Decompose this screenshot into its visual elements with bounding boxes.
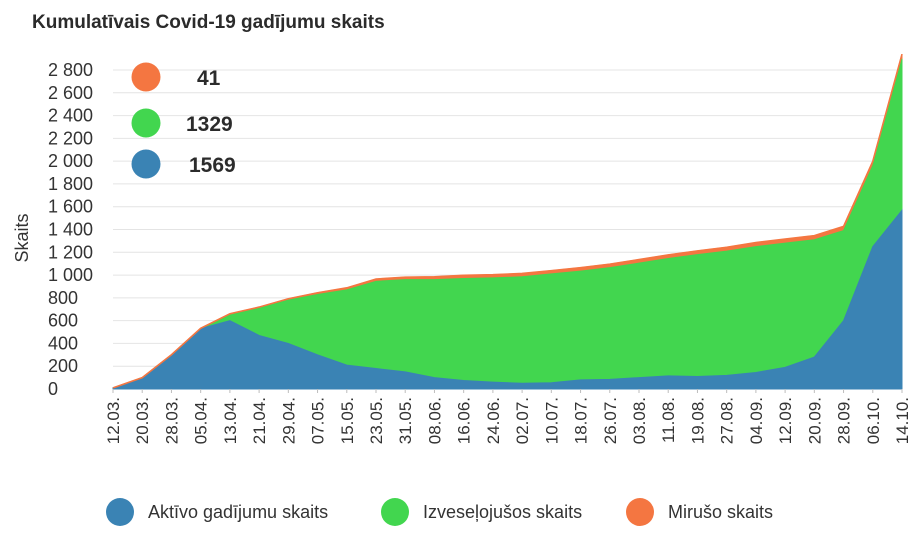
y-tick-label: 1 400: [48, 220, 93, 240]
y-tick-label: 0: [48, 379, 58, 399]
y-tick-label: 1 600: [48, 197, 93, 217]
x-tick-label: 24.06.: [484, 397, 503, 444]
x-tick-label: 02.07.: [513, 397, 532, 444]
y-tick-label: 400: [48, 333, 78, 353]
x-tick-label: 26.07.: [601, 397, 620, 444]
y-tick-label: 1 200: [48, 242, 93, 262]
series-line-deaths: [112, 53, 903, 389]
x-tick-label: 27.08.: [718, 397, 737, 444]
x-tick-label: 12.03.: [104, 397, 123, 444]
y-tick-label: 2 800: [48, 60, 93, 80]
legend: Aktīvo gadījumu skaits Izveseļojušos ska…: [0, 492, 918, 532]
x-tick-label: 14.10.: [893, 397, 912, 444]
y-tick-label: 200: [48, 356, 78, 376]
x-tick-label: 11.08.: [659, 397, 678, 443]
y-tick-label: 2 200: [48, 128, 93, 148]
y-tick-label: 1 800: [48, 174, 93, 194]
legend-label-active: Aktīvo gadījumu skaits: [148, 501, 329, 522]
x-tick-label: 04.09.: [747, 397, 766, 444]
legend-item-recovered[interactable]: Izveseļojušos skaits: [381, 492, 582, 532]
x-tick-label: 28.09.: [835, 397, 854, 444]
legend-swatch-active: [106, 498, 134, 526]
y-tick-label: 800: [48, 288, 78, 308]
legend-label-deaths: Mirušo skaits: [668, 501, 774, 522]
x-tick-label: 20.03.: [133, 397, 152, 444]
chart-title: Kumulatīvais Covid-19 gadījumu skaits: [32, 12, 385, 33]
annotation-value: 1329: [186, 113, 233, 136]
legend-item-active[interactable]: Aktīvo gadījumu skaits: [106, 492, 328, 532]
x-tick-label: 23.05.: [367, 397, 386, 444]
x-tick-label: 28.03.: [162, 397, 181, 444]
y-tick-label: 2 600: [48, 83, 93, 103]
x-tick-label: 13.04.: [221, 397, 240, 444]
y-tick-label: 1 000: [48, 265, 93, 285]
legend-swatch-recovered: [381, 498, 409, 526]
x-tick-label: 10.07.: [542, 397, 561, 444]
y-tick-label: 2 400: [48, 106, 93, 126]
y-axis-title: Skaits: [12, 213, 32, 262]
area-akt-vo-gad-jumu-skaits: [112, 208, 903, 390]
x-tick-label: 06.10.: [864, 397, 883, 444]
x-tick-label: 20.09.: [805, 397, 824, 444]
annotation-dot: [131, 108, 161, 138]
annotation-dot: [131, 149, 161, 179]
x-tick-label: 31.05.: [396, 397, 415, 444]
x-tick-label: 16.06.: [455, 397, 474, 444]
y-tick-label: 2 000: [48, 151, 93, 171]
x-tick-label: 07.05.: [309, 397, 328, 444]
annotation-dot: [131, 62, 161, 92]
x-tick-label: 05.04.: [192, 397, 211, 444]
x-tick-label: 18.07.: [572, 397, 591, 444]
x-tick-label: 08.06.: [425, 397, 444, 444]
x-tick-label: 21.04.: [250, 397, 269, 444]
x-tick-label: 29.04.: [279, 397, 298, 444]
x-tick-label: 12.09.: [776, 397, 795, 444]
y-tick-label: 600: [48, 311, 78, 331]
legend-label-recovered: Izveseļojušos skaits: [423, 501, 583, 522]
x-tick-label: 03.08.: [630, 397, 649, 444]
x-tick-label: 15.05.: [338, 397, 357, 444]
legend-swatch-deaths: [626, 498, 654, 526]
annotation-value: 41: [197, 67, 221, 90]
x-tick-label: 19.08.: [688, 397, 707, 444]
annotation-value: 1569: [189, 154, 236, 177]
legend-item-deaths[interactable]: Mirušo skaits: [626, 492, 773, 532]
